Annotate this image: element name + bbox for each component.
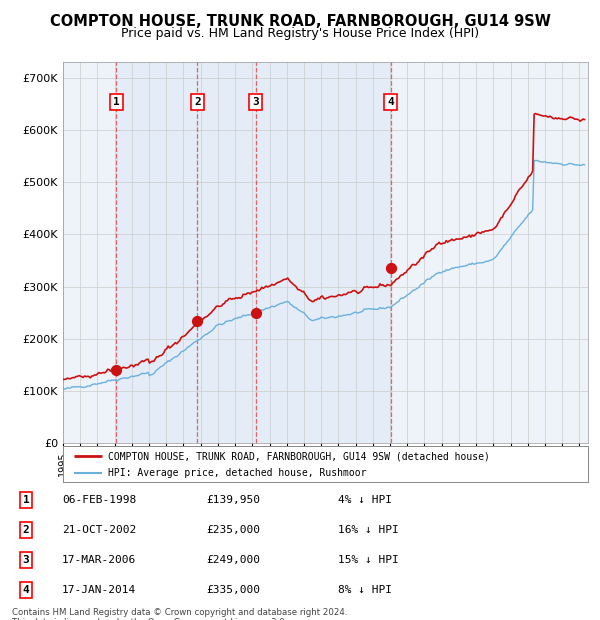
Text: 2: 2 — [23, 525, 29, 535]
Bar — [116, 62, 197, 443]
Text: COMPTON HOUSE, TRUNK ROAD, FARNBOROUGH, GU14 9SW: COMPTON HOUSE, TRUNK ROAD, FARNBOROUGH, … — [50, 14, 550, 29]
Text: 1: 1 — [113, 97, 119, 107]
Point — [112, 365, 121, 375]
Text: COMPTON HOUSE, TRUNK ROAD, FARNBOROUGH, GU14 9SW (detached house): COMPTON HOUSE, TRUNK ROAD, FARNBOROUGH, … — [107, 451, 490, 461]
Text: Contains HM Land Registry data © Crown copyright and database right 2024.
This d: Contains HM Land Registry data © Crown c… — [12, 608, 347, 620]
Point — [251, 308, 261, 318]
Text: HPI: Average price, detached house, Rushmoor: HPI: Average price, detached house, Rush… — [107, 467, 366, 477]
Bar — [197, 62, 256, 443]
Text: 8% ↓ HPI: 8% ↓ HPI — [338, 585, 392, 595]
Text: £335,000: £335,000 — [206, 585, 260, 595]
Text: 3: 3 — [23, 555, 29, 565]
Point — [386, 264, 395, 273]
Text: 4% ↓ HPI: 4% ↓ HPI — [338, 495, 392, 505]
Text: £249,000: £249,000 — [206, 555, 260, 565]
Text: 17-MAR-2006: 17-MAR-2006 — [62, 555, 136, 565]
Text: 4: 4 — [388, 97, 394, 107]
Text: 1: 1 — [23, 495, 29, 505]
Text: £235,000: £235,000 — [206, 525, 260, 535]
Text: 2: 2 — [194, 97, 201, 107]
Text: 17-JAN-2014: 17-JAN-2014 — [62, 585, 136, 595]
Bar — [256, 62, 391, 443]
Text: 4: 4 — [23, 585, 29, 595]
Text: £139,950: £139,950 — [206, 495, 260, 505]
Text: 3: 3 — [253, 97, 259, 107]
Text: 21-OCT-2002: 21-OCT-2002 — [62, 525, 136, 535]
Text: Price paid vs. HM Land Registry's House Price Index (HPI): Price paid vs. HM Land Registry's House … — [121, 27, 479, 40]
Text: 15% ↓ HPI: 15% ↓ HPI — [338, 555, 399, 565]
Text: 16% ↓ HPI: 16% ↓ HPI — [338, 525, 399, 535]
Point — [193, 316, 202, 326]
Text: 06-FEB-1998: 06-FEB-1998 — [62, 495, 136, 505]
